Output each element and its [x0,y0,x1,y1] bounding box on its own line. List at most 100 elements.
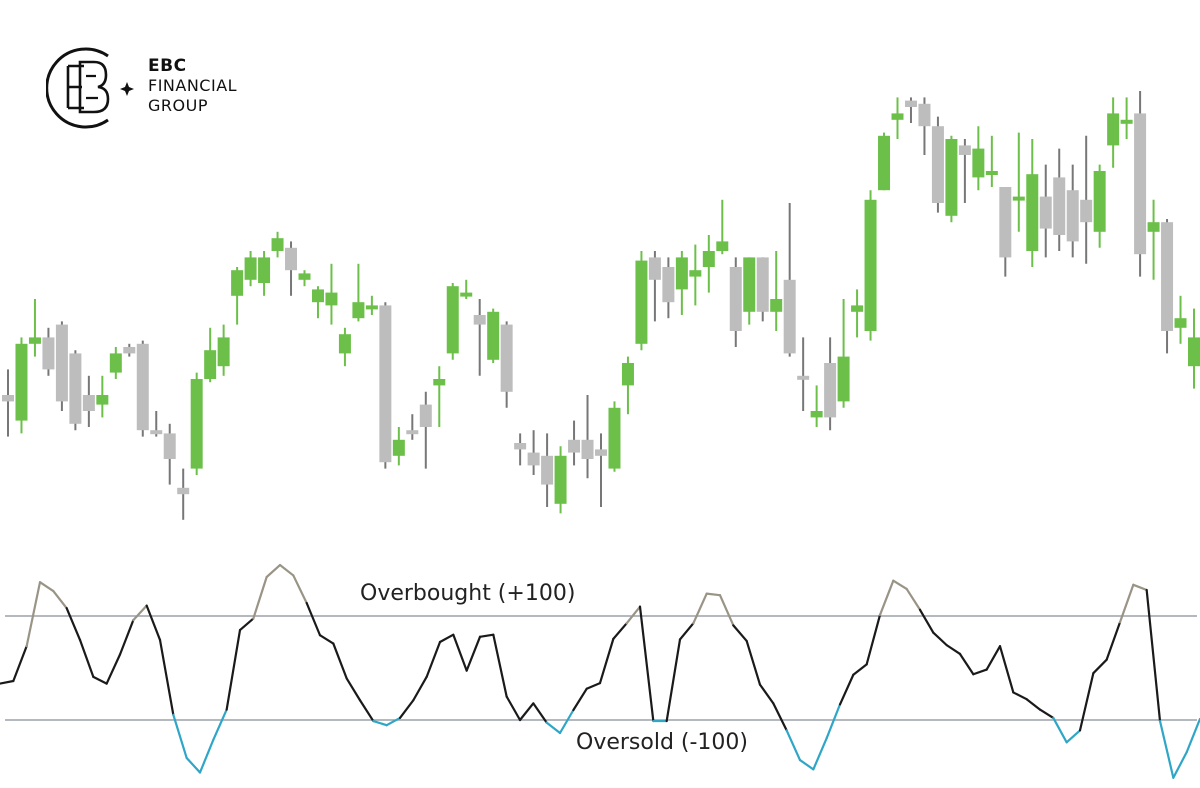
cci-segment [252,575,268,620]
cci-segment [798,758,815,771]
cci-segment [718,594,735,627]
candle-body [1026,174,1039,251]
candle-body [1080,199,1093,223]
cci-segment [998,645,1015,694]
candle-body [204,350,217,379]
candle-body [1012,196,1025,201]
cci-segment [1145,588,1162,723]
cci-segment [932,631,948,647]
candle-body [1174,318,1187,328]
cci-segment [1118,583,1135,624]
brand-line-3: GROUP [148,96,208,115]
cci-segment [1158,719,1175,779]
cci-segment [158,638,175,716]
candle-body [770,299,783,312]
cci-segment [1052,716,1068,744]
candle-body [729,267,742,331]
candle-body [244,257,257,280]
cci-segment [412,675,428,702]
ebc-logo: EBC FINANCIAL GROUP [45,42,276,134]
cci-segment [1185,717,1200,754]
cci-segment [678,622,695,641]
cci-segment [892,579,908,591]
candle-body [689,270,702,277]
candle-body [42,337,55,370]
cci-segment [52,589,68,610]
candle-body [136,343,149,431]
cci-segment [785,729,802,762]
candle-body [1107,113,1120,146]
candle-body [527,452,540,466]
candle-body [433,379,446,386]
candle-body [931,126,944,203]
cci-segment [732,624,748,643]
candle-body [756,257,769,312]
cci-segment [705,592,722,597]
candle-body [797,375,810,380]
candle-body [837,356,850,402]
brand-line-2: FINANCIAL [148,76,238,95]
candle-body [231,270,244,296]
cci-segment [172,713,188,760]
candle-body [285,247,298,271]
brand-name: EBC FINANCIAL GROUP [148,56,237,116]
cci-segment [1025,698,1042,711]
cci-segment [1065,729,1082,744]
cci-segment [1172,751,1188,779]
cci-segment [1105,621,1122,661]
cci-segment [212,708,228,741]
cci-segment [665,638,682,723]
cci-segment [878,579,895,617]
candle-body [568,439,581,453]
cci-segment [838,673,855,706]
cci-segment [585,681,602,690]
cci-segment [1038,708,1055,720]
candle-body [541,455,554,485]
candle-body [352,302,365,319]
candle-body [55,324,68,402]
cci-segment [852,663,868,676]
candle-body [365,305,378,310]
candle-body [392,439,405,456]
candle-body [217,337,230,367]
ebc-logo-mark [45,47,134,129]
cci-segment [945,644,962,656]
candle-body [163,433,176,459]
cci-segment [198,738,215,774]
cci-segment [225,628,242,711]
candle-body [608,407,621,469]
candle-body [82,395,95,411]
candle-body [648,257,661,280]
cci-segment [692,592,708,625]
candle-body [1053,177,1066,235]
cci-segment [332,642,348,680]
candle-body [851,305,864,312]
candle-body [702,251,715,267]
candle-body [298,273,311,280]
candle-body [419,404,432,427]
cci-segment [425,640,442,678]
candle-body [28,337,41,344]
cci-segment [305,601,322,637]
cci-segment [1092,658,1108,675]
candle-body [581,439,594,459]
candle-body [15,343,28,421]
cci-segment [612,622,628,640]
candle-body [379,305,392,463]
candle-body [258,257,271,283]
cci-segment [1078,672,1095,732]
cci-segment [398,699,415,720]
candle-body [1093,171,1106,232]
cci-segment [958,652,975,676]
cci-segment [65,607,82,642]
cci-segment [518,702,535,722]
candle-body [1039,196,1052,229]
candle-body [1161,222,1174,331]
cci-segment [278,563,295,577]
candle-body [1147,222,1160,232]
cci-segment [812,737,828,771]
candle-body [864,199,877,331]
candle-body [675,257,688,290]
cci-segment [905,587,922,611]
cci-segment [372,719,388,727]
